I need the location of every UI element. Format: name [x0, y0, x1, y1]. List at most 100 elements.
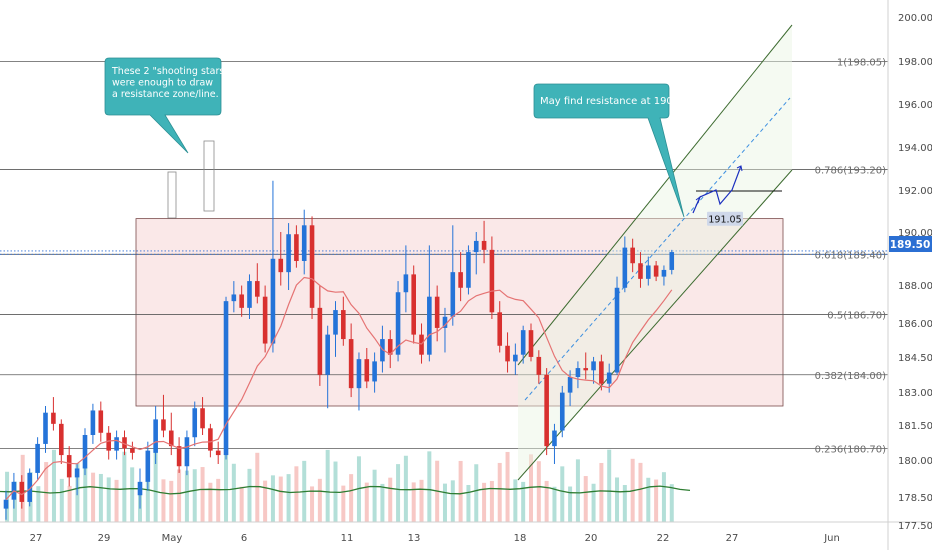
- x-tick-label-7: 20: [585, 533, 598, 544]
- candle: [309, 225, 315, 308]
- candle: [122, 437, 127, 449]
- fib-label-1: 0.786(193.20): [815, 166, 887, 177]
- candle: [473, 240, 479, 253]
- candle: [325, 334, 330, 375]
- candle: [98, 410, 104, 433]
- x-tick-label-9: 27: [726, 533, 739, 544]
- candle: [255, 281, 260, 297]
- volume-bar: [497, 462, 502, 522]
- volume-bar: [607, 449, 612, 522]
- y-tick-label-12: 178.50: [898, 493, 932, 504]
- volume-bar: [59, 478, 64, 522]
- volume-bar: [396, 464, 401, 522]
- volume-bar: [583, 476, 588, 522]
- volume-bar: [341, 485, 346, 522]
- volume-bar: [599, 462, 604, 522]
- candle: [372, 361, 377, 382]
- candle: [395, 292, 401, 355]
- candle: [66, 455, 72, 478]
- volume-bar: [122, 451, 127, 522]
- last-price-badge: [889, 236, 932, 252]
- y-tick-label-6: 188.00: [898, 281, 932, 292]
- last-price-label: 189.50: [890, 239, 931, 251]
- volume-bar: [263, 480, 268, 522]
- candle: [333, 310, 338, 335]
- channel-mid-line: [524, 97, 791, 401]
- candle: [239, 294, 244, 308]
- candle: [3, 499, 9, 509]
- candle: [606, 372, 612, 384]
- candle: [286, 234, 291, 273]
- candle: [466, 252, 471, 288]
- candle: [74, 468, 80, 478]
- candle: [559, 392, 565, 431]
- price-marker-box: [707, 211, 743, 226]
- volume-bar: [12, 481, 17, 522]
- volume-bar: [458, 460, 463, 522]
- volume-bar: [200, 467, 205, 522]
- y-tick-label-8: 184.50: [898, 353, 932, 364]
- candle: [575, 368, 581, 377]
- x-tick-label-4: 11: [341, 533, 354, 544]
- volume-bar: [161, 479, 166, 522]
- candle: [536, 356, 542, 375]
- candle: [262, 296, 268, 344]
- volume-bar: [67, 485, 72, 522]
- candle: [168, 430, 174, 447]
- volume-bar: [529, 454, 533, 522]
- volume-bar: [177, 469, 182, 522]
- moving-average-layer: [5, 276, 673, 501]
- candle: [567, 377, 573, 393]
- volume-bar: [419, 479, 424, 522]
- volume-bar: [364, 482, 369, 522]
- volume-bar: [130, 467, 135, 522]
- volume-bar: [145, 464, 150, 522]
- candle: [223, 301, 229, 456]
- volume-bar: [622, 485, 627, 522]
- volume-bar: [521, 481, 526, 522]
- volume-bar: [294, 466, 299, 522]
- volume-bar: [169, 480, 174, 522]
- volume-bar: [646, 477, 651, 522]
- y-tick-label-11: 180.00: [898, 456, 932, 467]
- volume-bar: [270, 475, 275, 522]
- candle: [153, 419, 158, 453]
- callout-shooting-stars-line-2: a resistance zone/line.: [112, 89, 219, 100]
- volume-bar: [239, 486, 244, 522]
- candle: [137, 481, 143, 496]
- volume-bar: [482, 482, 487, 522]
- candle: [669, 252, 675, 270]
- volume-bar: [380, 483, 385, 522]
- volume-bar: [51, 449, 56, 522]
- volume-bar: [403, 455, 408, 522]
- candle: [341, 310, 346, 340]
- volume-bar: [591, 483, 596, 522]
- volume-bar: [568, 486, 573, 522]
- volume-bar: [98, 473, 103, 522]
- volume-bar: [638, 462, 643, 522]
- channel-upper-line: [517, 24, 793, 366]
- volume-bar: [247, 468, 252, 522]
- volume-bar: [442, 483, 447, 522]
- volume-bar: [255, 452, 260, 522]
- volume-bar: [654, 479, 659, 522]
- volume-bar: [466, 484, 471, 522]
- candle: [450, 272, 456, 317]
- candle: [192, 408, 198, 438]
- candle: [270, 258, 276, 344]
- candle: [317, 307, 323, 375]
- candle: [301, 225, 307, 261]
- candle: [215, 450, 221, 456]
- volume-bar: [83, 467, 88, 522]
- candle: [653, 265, 659, 277]
- volume-bar: [536, 461, 541, 522]
- candle: [176, 446, 182, 467]
- fib-label-2: 0.618(189.40): [815, 250, 887, 261]
- fib-label-4: 0.382(184.00): [815, 371, 887, 382]
- y-tick-label-1: 198.00: [898, 57, 932, 68]
- y-tick-label-13: 177.50: [898, 521, 932, 532]
- price-marker-label: 191.05: [708, 215, 741, 226]
